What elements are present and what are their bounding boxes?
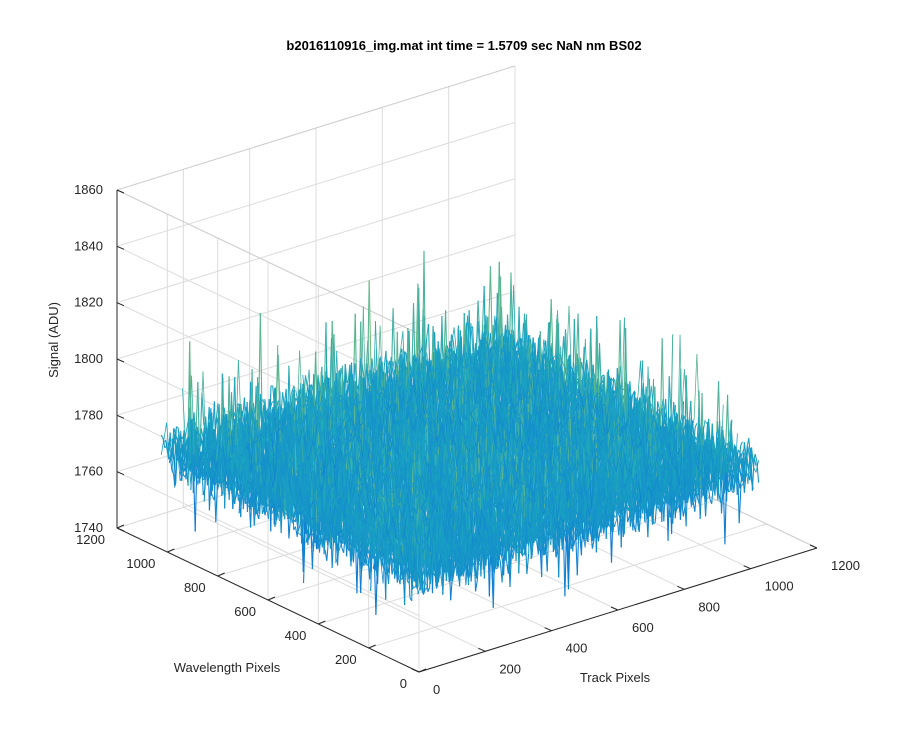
surface-segment [489,266,493,343]
wall-grid-line [116,471,420,617]
surface-segment [371,358,375,378]
surface-segment [189,341,192,433]
surface-segment [404,351,407,354]
surface-segment [168,442,172,449]
surface-segment [273,387,277,422]
surface-segment [475,300,479,354]
surface-segment [176,426,179,429]
surface-segment [241,410,245,420]
surface-segment [411,303,415,380]
box-edge [116,65,516,191]
surface-segment [452,340,456,357]
surface-segment [178,456,182,471]
wall-grid-line [116,121,516,247]
wall-grid-line [116,245,420,391]
surface-segment [496,261,500,343]
wall-grid-line [116,234,516,360]
surface-segment [477,321,481,351]
surface-segment [166,441,169,460]
surface-mesh [160,250,760,615]
surface-segment [264,399,268,425]
surface-segment [171,438,175,457]
surface-segment [233,411,237,418]
surface-segment [269,402,273,410]
surface-segment [271,401,274,404]
surface-segment [344,363,348,383]
surface-segment [361,364,365,378]
surface-segment [200,428,204,438]
surface-segment [317,378,321,391]
surface-segment [368,280,372,365]
surface-segment [208,406,212,445]
surface-segment [259,313,263,422]
surface-segment [279,406,283,418]
surface-segment [160,434,164,439]
surface-segment [477,300,481,339]
floor-grid-line [368,523,767,649]
surface-segment [366,280,370,390]
wall-grid-line [116,178,516,304]
surface-segment [349,364,353,398]
surface-segment [282,392,285,407]
surface-segment [391,367,395,376]
surface-segment [304,375,308,387]
surface-segment [392,308,396,362]
floor-grid-line [318,499,717,625]
